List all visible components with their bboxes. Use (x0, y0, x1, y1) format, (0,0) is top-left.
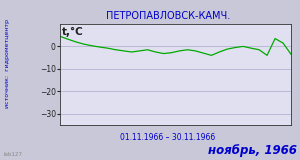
Text: источник:  гидрометцентр: источник: гидрометцентр (5, 20, 10, 108)
Text: ноябрь, 1966: ноябрь, 1966 (208, 144, 297, 157)
Text: lab127: lab127 (3, 152, 22, 157)
Text: t,°C: t,°C (62, 27, 84, 37)
Text: 01.11.1966 – 30.11.1966: 01.11.1966 – 30.11.1966 (120, 133, 216, 142)
Text: ПЕТРОПАВЛОВСК-КАМЧ.: ПЕТРОПАВЛОВСК-КАМЧ. (106, 11, 230, 21)
